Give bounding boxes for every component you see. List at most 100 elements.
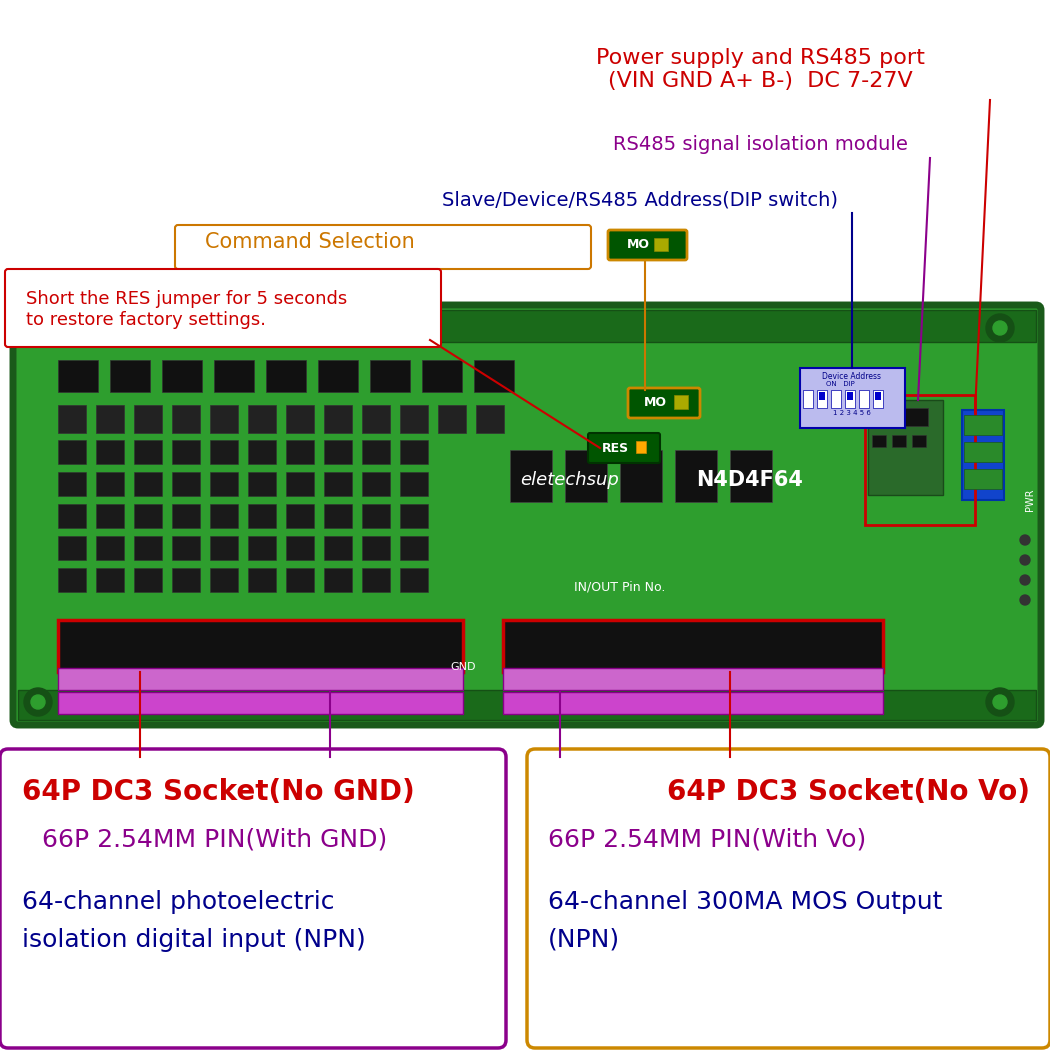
Text: MO: MO (627, 238, 650, 252)
Text: MO: MO (645, 397, 668, 410)
Text: PWR: PWR (1025, 488, 1035, 511)
Bar (286, 440, 314, 464)
Text: 64P DC3 Socket(No GND): 64P DC3 Socket(No GND) (22, 778, 415, 806)
Bar (266, 360, 306, 392)
Bar (438, 405, 466, 433)
FancyBboxPatch shape (5, 269, 441, 346)
Bar (110, 360, 150, 392)
Bar (400, 440, 428, 464)
Bar (362, 504, 390, 528)
Bar (964, 415, 1002, 435)
Bar (324, 504, 352, 528)
Circle shape (1020, 555, 1030, 565)
Bar (362, 472, 390, 496)
Bar (904, 408, 928, 426)
Bar (892, 435, 906, 447)
FancyBboxPatch shape (588, 433, 660, 463)
Bar (172, 472, 200, 496)
Bar (875, 392, 881, 400)
FancyBboxPatch shape (608, 230, 687, 260)
Circle shape (1020, 595, 1030, 605)
Text: 64-channel photoelectric: 64-channel photoelectric (22, 890, 335, 914)
Bar (210, 568, 238, 592)
Circle shape (24, 314, 52, 342)
Bar (318, 360, 358, 392)
Bar (58, 536, 86, 560)
Bar (847, 392, 853, 400)
Bar (964, 442, 1002, 462)
Circle shape (986, 314, 1014, 342)
Text: IN/OUT Pin No.: IN/OUT Pin No. (574, 580, 666, 593)
Text: Device Address: Device Address (822, 372, 882, 381)
Bar (18, 690, 1036, 720)
Bar (476, 405, 504, 433)
Bar (675, 450, 717, 502)
Bar (803, 390, 813, 408)
Bar (58, 440, 86, 464)
Bar (859, 390, 869, 408)
FancyBboxPatch shape (175, 225, 591, 269)
Bar (172, 440, 200, 464)
FancyBboxPatch shape (628, 388, 700, 418)
Bar (873, 390, 883, 408)
Bar (286, 472, 314, 496)
Text: 64P DC3 Socket(No Vo): 64P DC3 Socket(No Vo) (667, 778, 1030, 806)
FancyBboxPatch shape (13, 304, 1041, 724)
Bar (510, 450, 552, 502)
Bar (58, 620, 463, 672)
Bar (400, 472, 428, 496)
Bar (210, 440, 238, 464)
Bar (324, 440, 352, 464)
Bar (18, 310, 1036, 342)
Bar (58, 504, 86, 528)
Bar (872, 408, 896, 426)
Bar (400, 405, 428, 433)
Text: 66P 2.54MM PIN(With GND): 66P 2.54MM PIN(With GND) (42, 828, 387, 852)
Bar (730, 450, 772, 502)
Bar (58, 360, 98, 392)
Bar (503, 620, 883, 672)
Bar (58, 472, 86, 496)
Bar (96, 568, 124, 592)
Bar (865, 395, 975, 525)
Bar (172, 568, 200, 592)
Bar (503, 668, 883, 690)
Bar (58, 405, 86, 433)
Bar (422, 360, 462, 392)
Bar (248, 568, 276, 592)
Bar (134, 536, 162, 560)
Bar (819, 392, 825, 400)
Circle shape (986, 688, 1014, 716)
Bar (134, 504, 162, 528)
Bar (248, 440, 276, 464)
Bar (248, 405, 276, 433)
Bar (370, 360, 410, 392)
Bar (845, 390, 855, 408)
Bar (58, 692, 463, 714)
Bar (210, 405, 238, 433)
Bar (96, 504, 124, 528)
Bar (362, 440, 390, 464)
Text: GND: GND (450, 662, 476, 672)
Bar (636, 441, 646, 453)
Bar (210, 472, 238, 496)
Text: RES: RES (603, 441, 629, 455)
Circle shape (993, 695, 1007, 709)
Bar (248, 504, 276, 528)
Circle shape (1020, 536, 1030, 545)
Bar (800, 368, 905, 428)
Bar (400, 568, 428, 592)
FancyBboxPatch shape (527, 749, 1050, 1048)
Bar (324, 536, 352, 560)
Text: 1 2 3 4 5 6: 1 2 3 4 5 6 (833, 410, 870, 416)
Bar (620, 450, 662, 502)
Bar (214, 360, 254, 392)
Bar (96, 536, 124, 560)
Circle shape (1020, 575, 1030, 585)
Bar (324, 568, 352, 592)
Bar (58, 568, 86, 592)
Bar (162, 360, 202, 392)
Bar (134, 472, 162, 496)
Bar (134, 405, 162, 433)
Bar (654, 238, 668, 251)
